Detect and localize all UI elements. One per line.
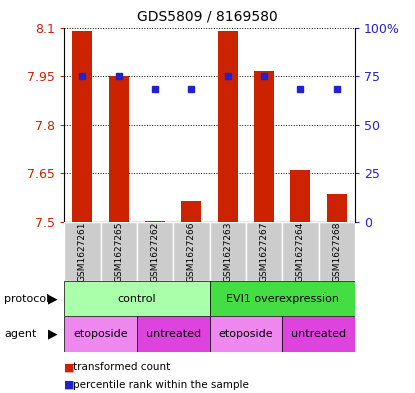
Bar <box>246 222 282 281</box>
Text: ■: ■ <box>64 362 75 373</box>
Text: GSM1627263: GSM1627263 <box>223 221 232 282</box>
Bar <box>210 281 355 316</box>
Text: protocol: protocol <box>4 294 49 304</box>
Text: agent: agent <box>4 329 37 339</box>
Bar <box>109 76 129 222</box>
Bar <box>64 316 137 352</box>
Bar <box>64 281 210 316</box>
Text: ▶: ▶ <box>48 327 57 341</box>
Bar <box>137 222 173 281</box>
Bar <box>145 221 165 222</box>
Text: GSM1627266: GSM1627266 <box>187 221 196 282</box>
Text: untreated: untreated <box>146 329 201 339</box>
Bar <box>173 222 210 281</box>
Text: GSM1627267: GSM1627267 <box>259 221 269 282</box>
Bar <box>282 222 319 281</box>
Text: ■: ■ <box>64 380 75 390</box>
Text: GSM1627265: GSM1627265 <box>114 221 123 282</box>
Bar <box>64 222 101 281</box>
Text: GSM1627268: GSM1627268 <box>332 221 341 282</box>
Bar <box>327 195 347 222</box>
Text: control: control <box>117 294 156 304</box>
Text: etoposide: etoposide <box>73 329 128 339</box>
Text: percentile rank within the sample: percentile rank within the sample <box>73 380 249 390</box>
Text: untreated: untreated <box>291 329 346 339</box>
Bar <box>210 316 282 352</box>
Text: GDS5809 / 8169580: GDS5809 / 8169580 <box>137 10 278 24</box>
Bar <box>290 170 310 222</box>
Bar <box>210 222 246 281</box>
Bar <box>254 71 274 222</box>
Bar <box>100 222 137 281</box>
Bar <box>73 31 93 222</box>
Bar <box>319 222 355 281</box>
Text: GSM1627261: GSM1627261 <box>78 221 87 282</box>
Bar <box>282 316 355 352</box>
Text: GSM1627262: GSM1627262 <box>151 221 160 282</box>
Text: ▶: ▶ <box>48 292 57 305</box>
Text: GSM1627264: GSM1627264 <box>296 221 305 282</box>
Text: etoposide: etoposide <box>219 329 273 339</box>
Bar <box>218 31 238 222</box>
Bar <box>137 316 210 352</box>
Text: EVI1 overexpression: EVI1 overexpression <box>226 294 339 304</box>
Text: transformed count: transformed count <box>73 362 170 373</box>
Bar <box>181 201 201 222</box>
